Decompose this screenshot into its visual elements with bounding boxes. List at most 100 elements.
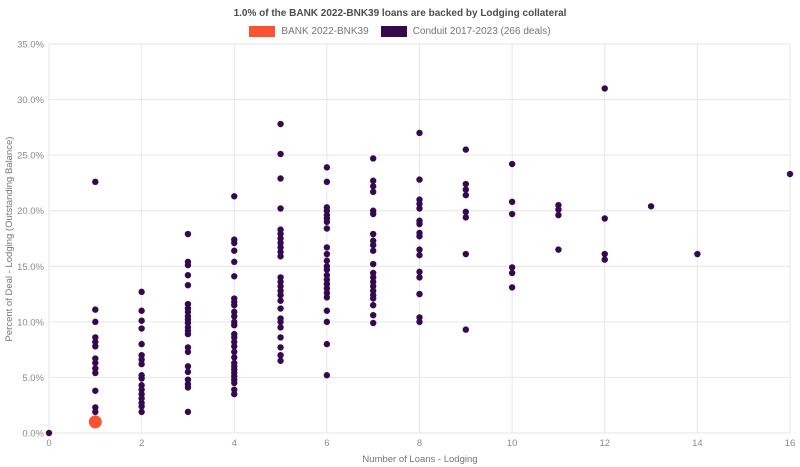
data-point[interactable]	[184, 348, 192, 356]
data-point[interactable]	[277, 283, 284, 290]
data-point[interactable]	[184, 261, 192, 269]
data-point[interactable]	[416, 196, 423, 203]
data-point[interactable]	[231, 343, 238, 350]
data-point[interactable]	[416, 220, 423, 228]
data-point[interactable]	[508, 210, 516, 218]
data-point[interactable]	[277, 274, 284, 281]
data-point[interactable]	[323, 372, 331, 379]
data-point[interactable]	[277, 244, 284, 251]
data-point[interactable]	[92, 343, 99, 350]
data-point[interactable]	[369, 311, 377, 319]
data-point[interactable]	[277, 175, 284, 182]
data-point[interactable]	[323, 318, 331, 326]
data-point[interactable]	[231, 379, 238, 387]
data-point[interactable]	[277, 324, 284, 331]
data-point[interactable]	[184, 368, 192, 376]
legend-item-conduit[interactable]: Conduit 2017-2023 (266 deals)	[380, 26, 551, 37]
data-point[interactable]	[138, 382, 145, 389]
data-point[interactable]	[601, 85, 608, 92]
data-point[interactable]	[369, 210, 377, 218]
data-point[interactable]	[323, 340, 331, 348]
data-point[interactable]	[138, 325, 145, 332]
data-point[interactable]	[369, 260, 377, 268]
data-point[interactable]	[462, 208, 470, 216]
data-point[interactable]	[138, 360, 145, 368]
data-point[interactable]	[184, 230, 192, 238]
data-point[interactable]	[231, 247, 238, 254]
data-point[interactable]	[138, 375, 145, 382]
data-point[interactable]	[369, 287, 377, 294]
data-point[interactable]	[369, 278, 377, 286]
data-point[interactable]	[277, 318, 284, 326]
data-point[interactable]	[92, 404, 99, 411]
data-point[interactable]	[231, 334, 238, 341]
data-point[interactable]	[138, 317, 145, 324]
data-point[interactable]	[231, 321, 238, 329]
data-point[interactable]	[323, 271, 331, 279]
data-point[interactable]	[184, 300, 192, 308]
data-point[interactable]	[92, 334, 99, 341]
data-point[interactable]	[184, 384, 192, 391]
data-point[interactable]	[508, 284, 516, 291]
data-point[interactable]	[92, 408, 99, 416]
data-point[interactable]	[555, 201, 562, 209]
data-point[interactable]	[462, 214, 470, 221]
data-point[interactable]	[277, 352, 284, 359]
data-point[interactable]	[277, 291, 284, 299]
data-point[interactable]	[601, 256, 608, 263]
data-point[interactable]	[323, 285, 331, 292]
data-point[interactable]	[416, 274, 423, 281]
data-point[interactable]	[277, 230, 284, 238]
data-point[interactable]	[138, 390, 145, 398]
data-point[interactable]	[647, 203, 655, 210]
data-point[interactable]	[231, 386, 238, 393]
data-point[interactable]	[369, 183, 377, 190]
data-point[interactable]	[277, 305, 284, 312]
data-point[interactable]	[323, 250, 331, 258]
data-point[interactable]	[92, 387, 99, 394]
data-point[interactable]	[277, 248, 284, 256]
data-point[interactable]	[277, 226, 284, 233]
data-point[interactable]	[601, 250, 608, 258]
data-point[interactable]	[138, 340, 145, 348]
data-point[interactable]	[184, 376, 192, 383]
data-point[interactable]	[369, 269, 377, 277]
data-point[interactable]	[786, 170, 794, 178]
data-point[interactable]	[369, 188, 377, 196]
data-point[interactable]	[369, 155, 377, 162]
data-point[interactable]	[277, 120, 284, 128]
data-point[interactable]	[277, 205, 284, 212]
data-point[interactable]	[92, 306, 99, 313]
data-point[interactable]	[277, 287, 284, 294]
data-point[interactable]	[88, 415, 102, 429]
data-point[interactable]	[184, 330, 192, 338]
data-point[interactable]	[323, 266, 331, 273]
data-point[interactable]	[462, 186, 470, 193]
data-point[interactable]	[92, 359, 99, 367]
data-point[interactable]	[231, 348, 238, 356]
data-point[interactable]	[323, 178, 331, 186]
data-point[interactable]	[92, 355, 99, 362]
data-point[interactable]	[416, 176, 423, 183]
data-point[interactable]	[416, 200, 423, 208]
data-point[interactable]	[231, 273, 238, 280]
data-point[interactable]	[508, 160, 516, 168]
data-point[interactable]	[416, 314, 423, 321]
data-point[interactable]	[277, 344, 284, 351]
data-point[interactable]	[277, 278, 284, 286]
data-point[interactable]	[508, 269, 516, 277]
data-point[interactable]	[416, 246, 423, 253]
data-point[interactable]	[508, 264, 516, 271]
data-point[interactable]	[231, 193, 238, 200]
data-point[interactable]	[184, 308, 192, 316]
data-point[interactable]	[369, 301, 377, 309]
data-point[interactable]	[138, 307, 145, 314]
data-point[interactable]	[184, 363, 192, 370]
data-point[interactable]	[184, 281, 192, 289]
data-point[interactable]	[231, 308, 238, 316]
data-point[interactable]	[323, 218, 331, 226]
data-point[interactable]	[416, 129, 423, 137]
data-point[interactable]	[508, 198, 516, 206]
data-point[interactable]	[323, 289, 331, 297]
data-point[interactable]	[138, 352, 145, 359]
